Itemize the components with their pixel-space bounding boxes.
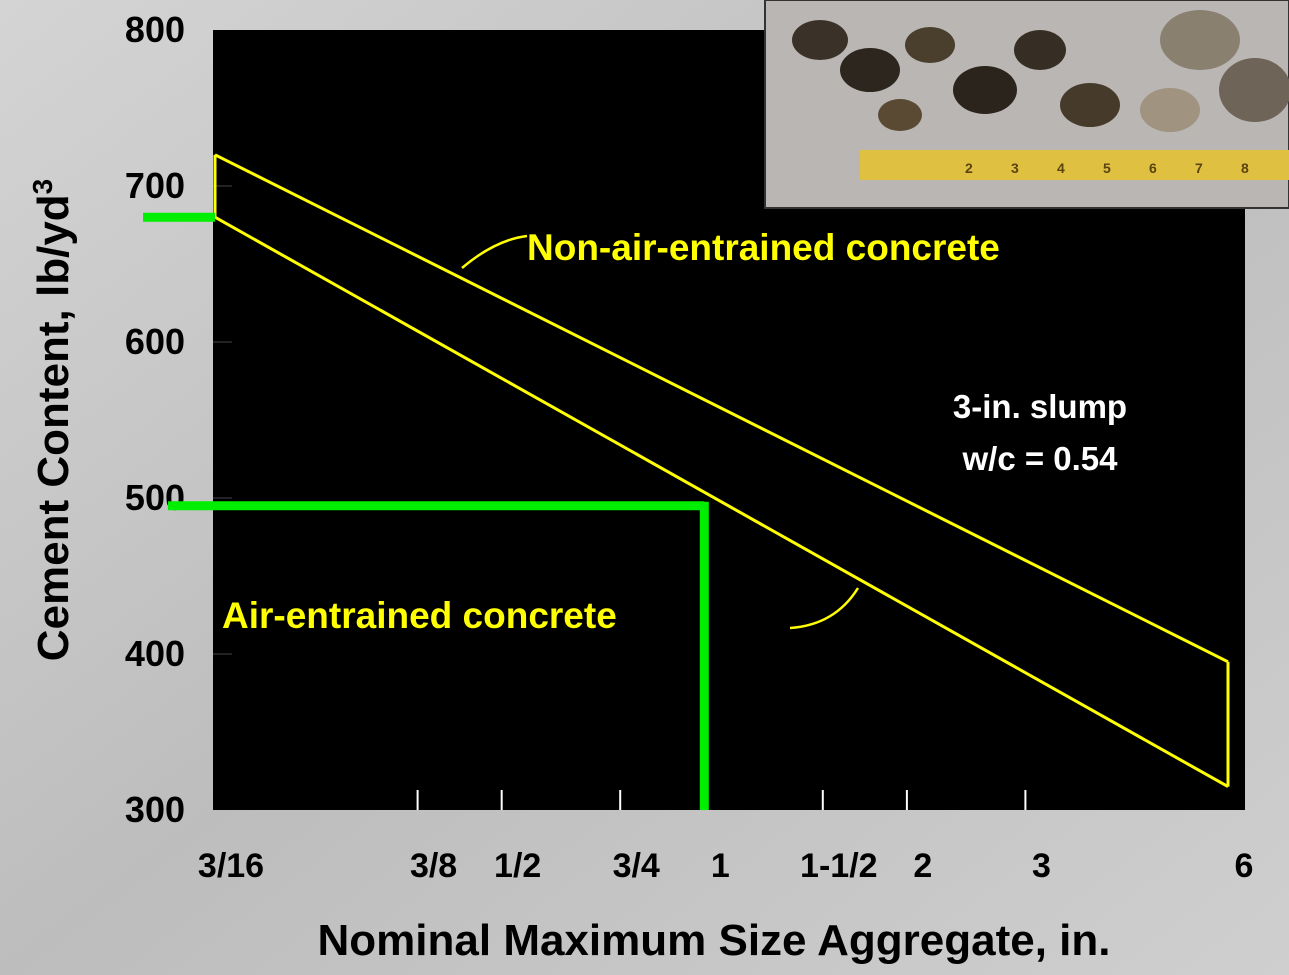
x-axis-title: Nominal Maximum Size Aggregate, in. xyxy=(318,916,1111,965)
photo-label: 3 xyxy=(1011,160,1019,176)
annotation: w/c = 0.54 xyxy=(961,440,1118,477)
arrow xyxy=(789,587,860,630)
x-tick-label: 3/4 xyxy=(613,847,660,885)
y-axis-title-text: Cement Content, lb/yd xyxy=(29,194,78,661)
photo-label: 4 xyxy=(1057,160,1065,176)
y-tick-label: 700 xyxy=(125,165,185,206)
photo-label: 7 xyxy=(1195,160,1203,176)
photo-label: 5 xyxy=(1103,160,1111,176)
x-tick-label: 1-1/2 xyxy=(800,847,878,885)
y-tick-label: 500 xyxy=(125,477,185,518)
series-line xyxy=(214,215,1229,788)
y-tick-label: 400 xyxy=(125,633,185,674)
series-line xyxy=(214,153,1229,664)
arrow xyxy=(461,234,528,269)
x-tick-label: 2 xyxy=(913,847,932,885)
y-tick-label: 300 xyxy=(125,789,185,830)
x-tick-label: 6 xyxy=(1235,847,1254,885)
series-label: Air-entrained concrete xyxy=(222,595,617,636)
x-tick-label: 3 xyxy=(1032,847,1051,885)
annotation: 3-in. slump xyxy=(953,388,1127,425)
x-tick-label: 3/8 xyxy=(410,847,457,885)
photo xyxy=(764,0,1289,209)
series-label: Non-air-entrained concrete xyxy=(527,227,1000,268)
y-axis-title: Cement Content, lb/yd3 xyxy=(27,179,78,661)
x-tick-label: 1 xyxy=(711,847,730,885)
photo-label: 8 xyxy=(1241,160,1249,176)
x-tick-label: 1/2 xyxy=(494,847,541,885)
y-axis-title-sup: 3 xyxy=(27,179,58,195)
photo-label: 2 xyxy=(965,160,973,176)
photo-label: 6 xyxy=(1149,160,1157,176)
y-tick-label: 600 xyxy=(125,321,185,362)
y-tick-label: 800 xyxy=(125,9,185,50)
x-tick-label: 3/16 xyxy=(198,847,264,885)
